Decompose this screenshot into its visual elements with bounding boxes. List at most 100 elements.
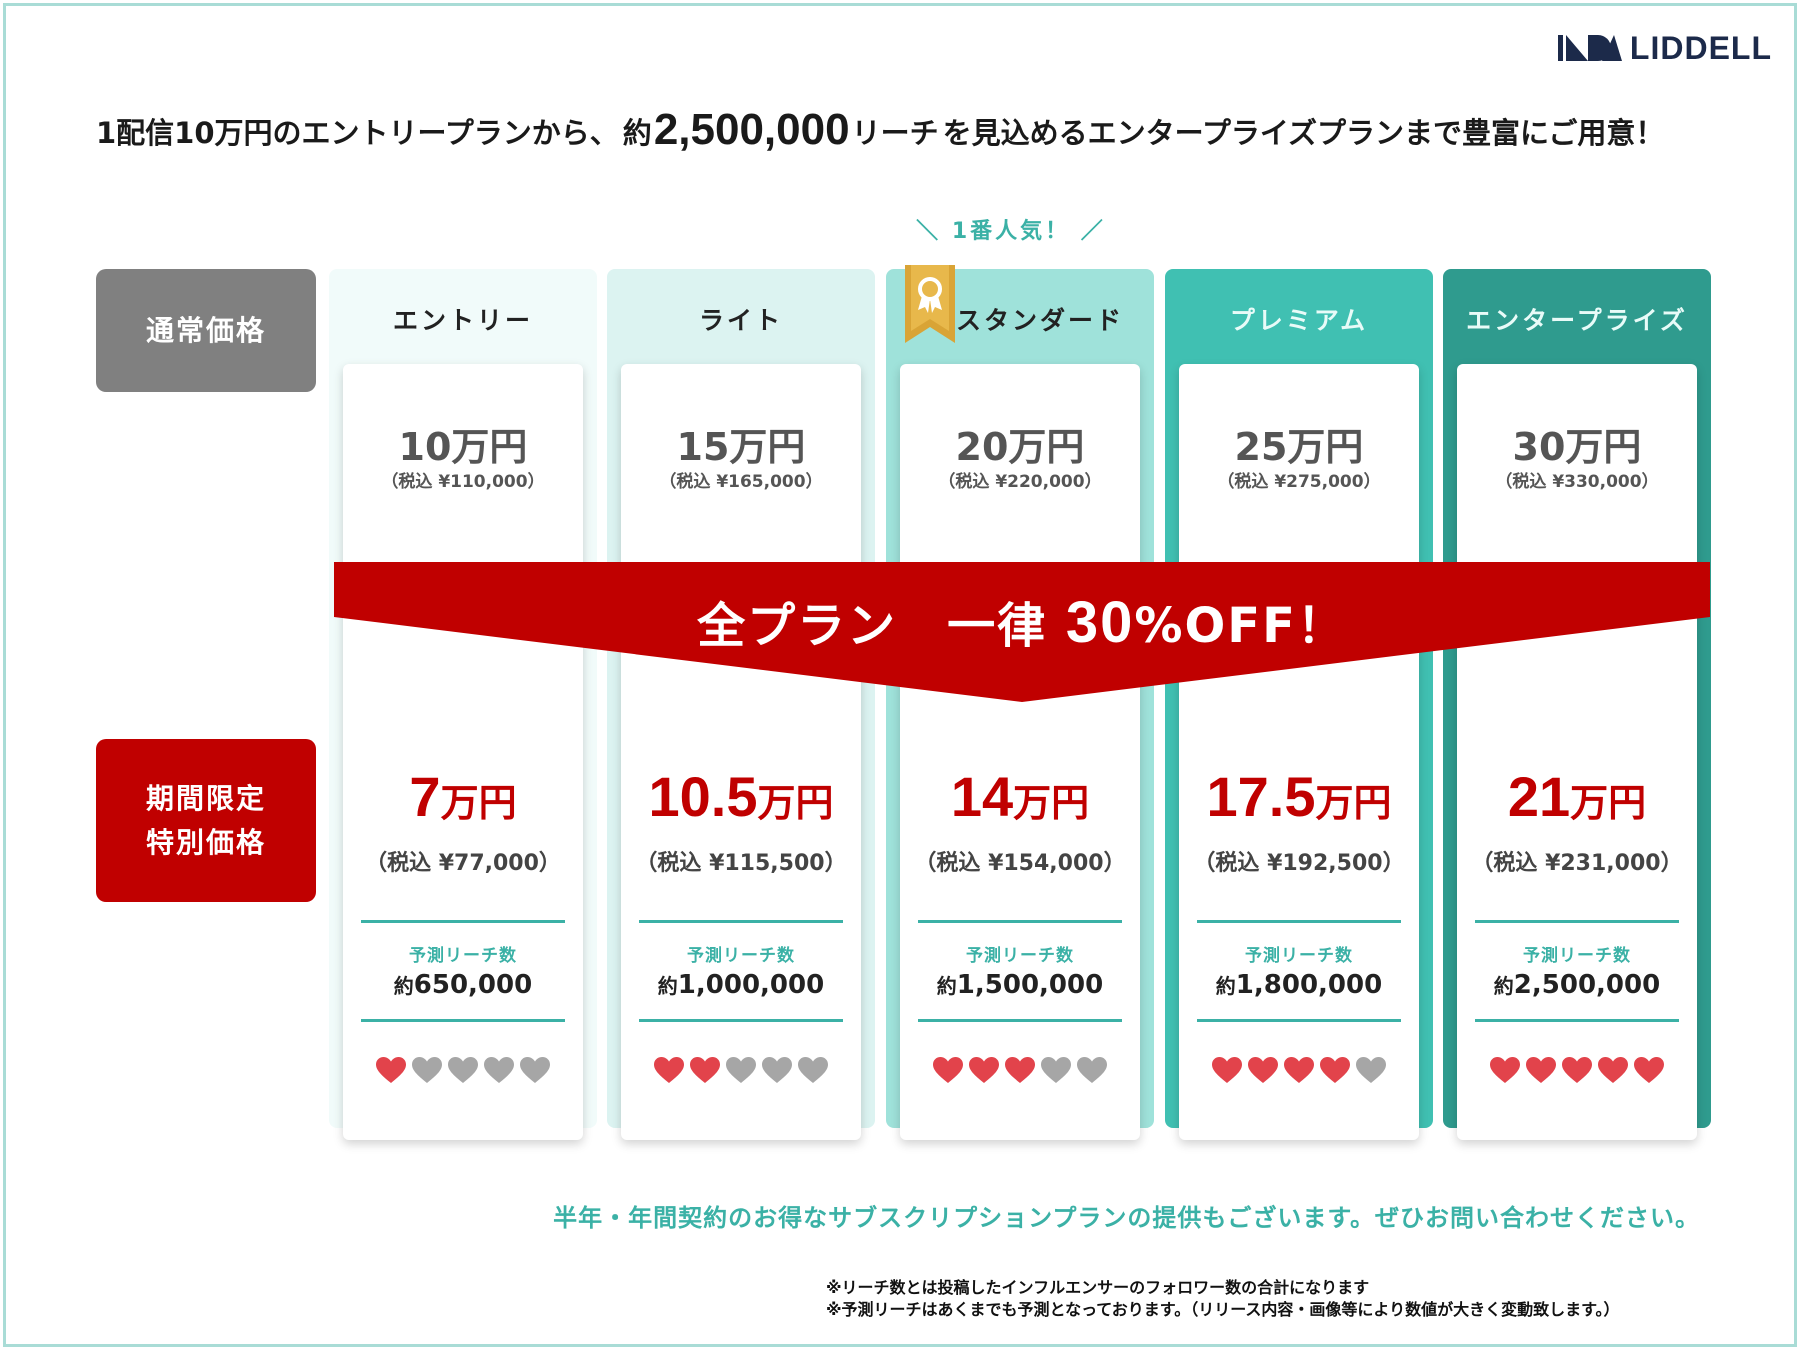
plan-column: エンタープライズ 30万円 （税込 ¥330,000） 21万円 （税込 ¥23… (1443, 269, 1711, 1140)
sale-price-number: 10.5 (648, 765, 758, 828)
special-price-label-line2: 特別価格 (145, 825, 266, 859)
regular-price-label: 通常価格 (96, 269, 316, 392)
discount-banner (334, 562, 1710, 702)
regular-price-tax: （税込 ¥110,000） (381, 472, 545, 492)
sale-price: 10.5万円 (621, 764, 861, 829)
heart-icon (726, 1057, 756, 1083)
regular-price-tax: （税込 ¥275,000） (1217, 472, 1381, 492)
heart-icon (1212, 1057, 1242, 1083)
heart-icon (1526, 1057, 1556, 1083)
reach-label: 予測リーチ数 (409, 946, 517, 966)
reach-prefix: 約 (393, 974, 414, 998)
heart-icon (484, 1057, 514, 1083)
sale-price-number: 7 (409, 765, 441, 828)
popular-label: ＼ 1番人気！ ／ (916, 219, 1106, 244)
plan-column: ライト 15万円 （税込 ¥165,000） 10.5万円 （税込 ¥115,5… (607, 269, 875, 1140)
headline-em-number: 2,500,000 (653, 105, 850, 154)
heart-icon (933, 1057, 963, 1083)
reach-prefix: 約 (1493, 974, 1514, 998)
heart-icon (1598, 1057, 1628, 1083)
regular-price: 10万円 (398, 425, 528, 469)
heart-icon (1562, 1057, 1592, 1083)
sale-price-unit: 万円 (1570, 781, 1647, 825)
reach-box: 予測リーチ数 約1,800,000 (1197, 920, 1401, 1022)
heart-icon (412, 1057, 442, 1083)
heart-icon (690, 1057, 720, 1083)
sale-price-unit: 万円 (440, 781, 517, 825)
reach-value: 約1,500,000 (918, 970, 1122, 1000)
footnote-2: ※予測リーチはあくまでも予測となっております。（リリース内容・画像等により数値が… (826, 1300, 1620, 1319)
sale-price: 7万円 (343, 764, 583, 829)
plan-name: プレミアム (1229, 306, 1369, 335)
reach-value: 約1,800,000 (1197, 970, 1401, 1000)
headline-before: 1配信10万円のエントリープランから、 (96, 116, 619, 150)
reach-number: 650,000 (413, 970, 533, 1000)
heart-icon (448, 1057, 478, 1083)
headline-em-prefix: 約 (622, 116, 652, 150)
banner-part2: %OFF！ (1134, 598, 1347, 654)
reach-label: 予測リーチ数 (1523, 946, 1631, 966)
sale-price: 14万円 (900, 764, 1140, 829)
plan-name: ライト (698, 306, 783, 335)
reach-label: 予測リーチ数 (966, 946, 1074, 966)
plan-name: エントリー (392, 306, 533, 335)
plan-column: エントリー 10万円 （税込 ¥110,000） 7万円 （税込 ¥77,000… (329, 269, 597, 1140)
regular-price-tax: （税込 ¥220,000） (938, 472, 1102, 492)
reach-box: 予測リーチ数 約1,000,000 (639, 920, 843, 1022)
regular-price-tax: （税込 ¥330,000） (1495, 472, 1659, 492)
headline-em-suffix: リーチ (851, 116, 939, 150)
special-price-label-line1: 期間限定 (145, 782, 266, 816)
plan-card: 20万円 （税込 ¥220,000） 14万円 （税込 ¥154,000） 予測… (900, 364, 1140, 1140)
brand-logo: LIDDELL (1557, 30, 1772, 66)
sale-price-unit: 万円 (1315, 781, 1392, 825)
banner-part1: 全プラン 一律 (697, 598, 1066, 654)
reach-number: 1,500,000 (956, 970, 1104, 1000)
regular-price: 15万円 (676, 425, 806, 469)
heart-icon (798, 1057, 828, 1083)
rating-hearts (343, 1056, 583, 1084)
regular-price: 25万円 (1234, 425, 1364, 469)
heart-icon (1248, 1057, 1278, 1083)
subscription-note: 半年・年間契約のお得なサブスクリプションプランの提供もございます。ぜひお問い合わ… (553, 1204, 1700, 1232)
regular-price-tax: （税込 ¥165,000） (659, 472, 823, 492)
sale-price-unit: 万円 (757, 781, 834, 825)
plan-column: プレミアム 25万円 （税込 ¥275,000） 17.5万円 （税込 ¥192… (1165, 269, 1433, 1140)
reach-label: 予測リーチ数 (1245, 946, 1353, 966)
rating-hearts (900, 1056, 1140, 1084)
page-frame (3, 3, 1797, 1347)
sale-price: 21万円 (1457, 764, 1697, 829)
rating-hearts (621, 1056, 861, 1084)
reach-label: 予測リーチ数 (687, 946, 795, 966)
sale-price: 17.5万円 (1179, 764, 1419, 829)
regular-price: 20万円 (955, 425, 1085, 469)
heart-icon (1284, 1057, 1314, 1083)
regular-price-label-text: 通常価格 (145, 313, 266, 347)
plan-name: エンタープライズ (1466, 306, 1688, 335)
liddell-logo-icon (1557, 35, 1622, 61)
rating-hearts (1179, 1056, 1419, 1084)
reach-prefix: 約 (1215, 974, 1236, 998)
special-price-label: 期間限定 特別価格 (96, 739, 316, 902)
rating-hearts (1457, 1056, 1697, 1084)
reach-number: 1,800,000 (1235, 970, 1383, 1000)
sale-price-tax: （税込 ¥154,000） (914, 851, 1126, 876)
heart-icon (969, 1057, 999, 1083)
reach-value: 約650,000 (361, 970, 565, 1000)
heart-icon (762, 1057, 792, 1083)
reach-number: 2,500,000 (1513, 970, 1661, 1000)
footnotes: ※リーチ数とは投稿したインフルエンサーのフォロワー数の合計になります ※予測リー… (826, 1277, 1619, 1321)
reach-box: 予測リーチ数 約2,500,000 (1475, 920, 1679, 1022)
heart-icon (1356, 1057, 1386, 1083)
sale-price-tax: （税込 ¥192,500） (1193, 851, 1405, 876)
heart-icon (1077, 1057, 1107, 1083)
sale-price-number: 17.5 (1206, 765, 1316, 828)
sale-price-tax: （税込 ¥77,000） (365, 851, 561, 876)
reach-prefix: 約 (657, 974, 678, 998)
reach-box: 予測リーチ数 約650,000 (361, 920, 565, 1022)
reach-box: 予測リーチ数 約1,500,000 (918, 920, 1122, 1022)
plan-card: 10万円 （税込 ¥110,000） 7万円 （税込 ¥77,000） 予測リー… (343, 364, 583, 1140)
award-medal-icon (905, 265, 955, 343)
plan-card: 15万円 （税込 ¥165,000） 10.5万円 （税込 ¥115,500） … (621, 364, 861, 1140)
footnote-1: ※リーチ数とは投稿したインフルエンサーのフォロワー数の合計になります (826, 1278, 1370, 1297)
reach-number: 1,000,000 (677, 970, 825, 1000)
